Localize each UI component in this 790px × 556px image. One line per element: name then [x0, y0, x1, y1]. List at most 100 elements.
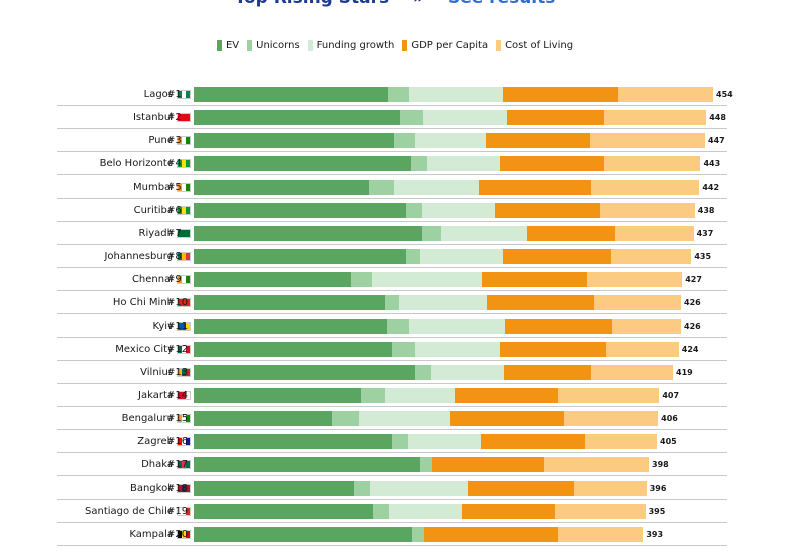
rank-label: #15: [167, 413, 189, 425]
rank-label: #14: [167, 389, 189, 401]
row-divider: [57, 405, 727, 407]
bar-segment-unicorns: [399, 110, 423, 126]
stacked-bar: [194, 179, 700, 195]
bar-segment-unicorns: [394, 133, 415, 149]
flag-icon: [177, 483, 191, 493]
flag-icon: [177, 460, 191, 470]
rank-label: #2: [167, 112, 182, 124]
bar-segment-funding-growth: [384, 387, 455, 403]
chart-row: Jakarta #14 407: [57, 384, 727, 407]
bar-segment-ev: [194, 225, 422, 241]
stacked-bar: [194, 225, 694, 241]
bar-segment-ev: [194, 179, 369, 195]
stacked-bar: [194, 411, 659, 427]
bar-segment-gdp-per-capita: [450, 411, 565, 427]
see-results-link[interactable]: See results: [448, 0, 555, 8]
legend-swatch: [402, 40, 408, 51]
city-name: Johannesburg: [104, 251, 173, 263]
chart-row: Mumbai #5 442: [57, 176, 727, 199]
chart-row: Santiago de Chile #19 395: [57, 500, 727, 523]
rank-label: #19: [167, 505, 189, 517]
bar-segment-gdp-per-capita: [478, 179, 591, 195]
total-value-label: 448: [709, 113, 726, 123]
chart-row: Ho Chi Minh #10 426: [57, 291, 727, 315]
bar-segment-cost-of-living: [618, 87, 714, 102]
flag-icon: [177, 113, 191, 123]
total-value-label: 435: [694, 252, 712, 262]
row-divider: [57, 313, 727, 315]
flag-icon: [177, 159, 191, 169]
chart-row: Riyadh #7 437: [57, 222, 727, 245]
city-name: Bengaluru: [121, 413, 173, 425]
bar-segment-unicorns: [420, 457, 432, 473]
rank-label: #10: [167, 297, 189, 309]
bar-segment-gdp-per-capita: [502, 249, 612, 265]
rank-label: #6: [167, 204, 182, 216]
bar-segment-unicorns: [391, 434, 408, 450]
rank-label: #20: [167, 528, 189, 540]
row-divider: [57, 521, 727, 523]
city-label-group: Dhaka: [141, 453, 195, 476]
stacked-bar: [194, 110, 707, 126]
chart-row: Istanbul #2 448: [57, 106, 727, 130]
chart-row: Mexico City #12 424: [57, 338, 727, 361]
row-divider: [57, 220, 727, 222]
flag-icon: [177, 437, 191, 447]
city-label-group: Curitiba: [134, 199, 195, 222]
rank-label: #12: [167, 343, 189, 355]
stacked-bar: [194, 272, 683, 288]
flag-icon: [177, 228, 191, 238]
stacked-bar: [194, 503, 646, 519]
stacked-bar: [194, 133, 706, 149]
bar-segment-unicorns: [368, 179, 395, 195]
flag-icon: [177, 90, 191, 99]
flag-icon: [177, 136, 191, 146]
bar-segment-unicorns: [411, 156, 428, 172]
bar-segment-ev: [194, 249, 406, 265]
legend-item-funding-growth: Funding growth: [307, 40, 394, 51]
bar-segment-gdp-per-capita: [500, 156, 605, 172]
total-value-label: 438: [697, 205, 715, 215]
bar-segment-ev: [194, 295, 385, 311]
bar-segment-ev: [194, 318, 388, 334]
legend-label: EV: [225, 40, 240, 51]
bar-segment-cost-of-living: [612, 318, 682, 334]
rank-label: #3: [167, 135, 182, 147]
total-value-label: 419: [676, 367, 693, 377]
chart-row: Chennai #9 427: [57, 268, 727, 292]
bar-segment-ev: [194, 272, 351, 288]
rank-label: #5: [167, 181, 182, 193]
bar-segment-gdp-per-capita: [500, 341, 606, 357]
bar-segment-gdp-per-capita: [485, 133, 590, 149]
city-label-group: Mumbai: [133, 176, 195, 199]
chart-row: Kampala #20 393: [57, 523, 727, 546]
flag-icon: [177, 390, 191, 400]
total-value-label: 426: [684, 321, 701, 331]
row-divider: [57, 429, 727, 431]
bar-segment-funding-growth: [394, 179, 479, 195]
bar-segment-funding-growth: [414, 133, 486, 149]
stacked-bar: [194, 249, 692, 265]
bar-segment-gdp-per-capita: [494, 202, 600, 218]
city-name: Dhaka: [141, 459, 173, 471]
city-name: Lagos: [143, 89, 173, 100]
bar-segment-funding-growth: [440, 225, 527, 241]
bar-segment-funding-growth: [358, 411, 451, 427]
bar-segment-unicorns: [405, 249, 421, 265]
bar-segment-ev: [194, 341, 392, 357]
bar-segment-cost-of-living: [557, 387, 660, 403]
bar-segment-ev: [194, 133, 395, 149]
bar-segment-unicorns: [421, 225, 441, 241]
chart-row: Belo Horizonte #4 443: [57, 152, 727, 176]
city-name: Kampala: [129, 528, 173, 540]
total-value-label: 437: [696, 228, 714, 238]
bar-segment-gdp-per-capita: [482, 272, 588, 288]
bar-segment-cost-of-living: [589, 133, 706, 149]
bar-segment-gdp-per-capita: [526, 225, 615, 241]
bar-segment-gdp-per-capita: [468, 480, 574, 496]
bar-segment-gdp-per-capita: [502, 87, 619, 102]
stacked-bar: [194, 295, 682, 311]
flag-icon: [177, 529, 191, 539]
bar-segment-cost-of-living: [594, 295, 682, 311]
bar-segment-gdp-per-capita: [454, 387, 558, 403]
